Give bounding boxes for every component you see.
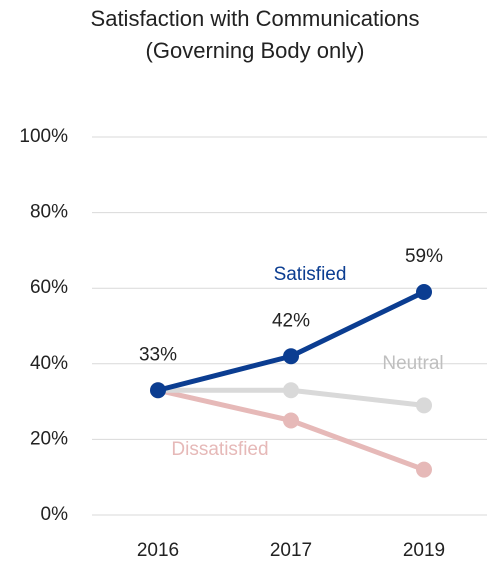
point — [416, 461, 432, 478]
data-label: 42% — [272, 310, 310, 331]
series-label: Satisfied — [274, 264, 347, 285]
data-label: 59% — [405, 246, 443, 267]
point — [283, 382, 299, 399]
data-label: 33% — [139, 344, 177, 365]
chart-subtitle: (Governing Body only) — [146, 38, 365, 63]
y-tick-label: 40% — [30, 353, 68, 374]
y-tick-label: 0% — [41, 504, 69, 525]
series-line — [157, 289, 426, 393]
y-tick-label: 80% — [30, 202, 68, 223]
point — [283, 412, 299, 429]
chart-title: Satisfaction with Communications — [91, 6, 420, 31]
point — [416, 397, 432, 414]
y-tick-label: 20% — [30, 428, 68, 449]
series-label: Neutral — [382, 353, 443, 374]
point — [150, 382, 166, 399]
point — [416, 283, 432, 300]
series-label: Dissatisfied — [171, 439, 268, 460]
y-tick-label: 60% — [30, 277, 68, 298]
point — [283, 348, 299, 365]
x-tick-label: 2019 — [403, 540, 445, 561]
x-tick-label: 2016 — [137, 540, 179, 561]
x-tick-label: 2017 — [270, 540, 312, 561]
y-tick-label: 100% — [19, 126, 68, 147]
